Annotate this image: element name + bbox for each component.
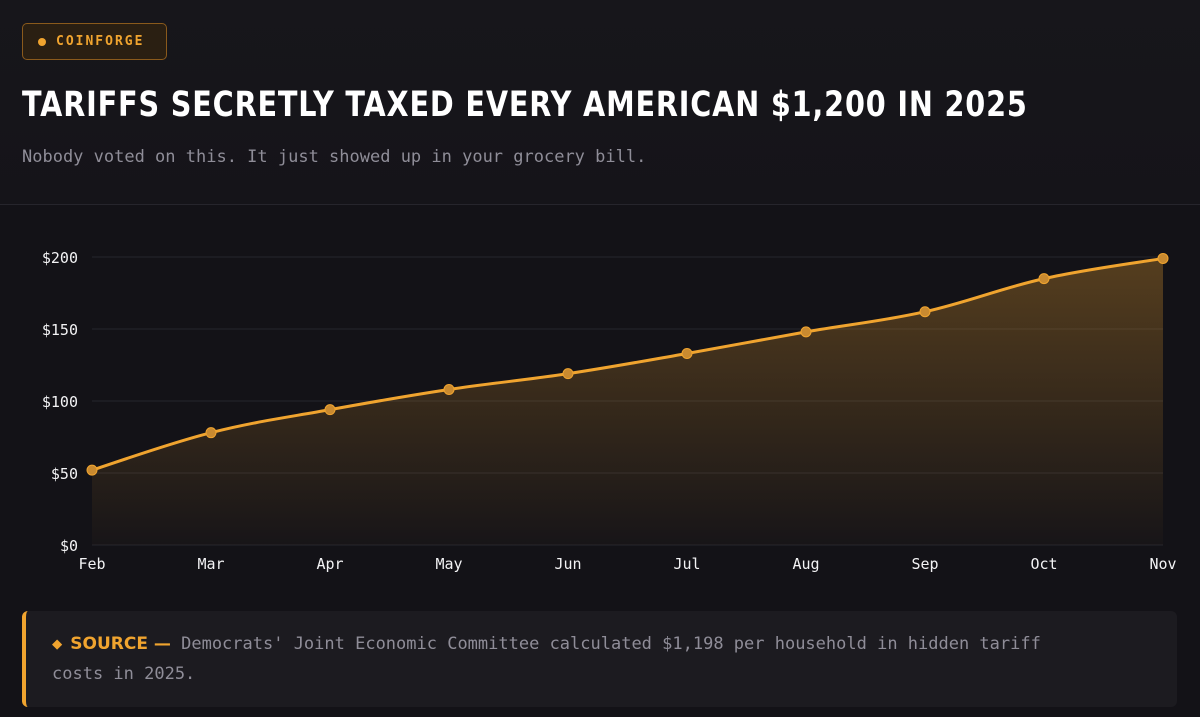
- source-note: ◆ SOURCE — Democrats' Joint Economic Comm…: [22, 611, 1177, 707]
- data-point: [324, 404, 336, 416]
- x-tick-label: Apr: [316, 555, 343, 573]
- x-tick-label: Oct: [1030, 555, 1057, 573]
- x-tick-label: Aug: [792, 555, 819, 573]
- data-point: [1157, 252, 1169, 264]
- source-label: SOURCE —: [70, 634, 171, 654]
- y-tick-label: $0: [60, 537, 78, 555]
- series-line: [90, 256, 1165, 472]
- data-point: [205, 427, 217, 439]
- y-tick-label: $200: [42, 249, 78, 267]
- series-area: [92, 258, 1163, 545]
- line-chart: $0 $50 $100 $150 $200 Feb Mar Apr May Jun Jul Aug S…: [42, 249, 1177, 573]
- page-title: TARIFFS SECRETLY TAXED EVERY AMERICAN $1…: [22, 85, 1028, 125]
- y-tick-label: $50: [51, 465, 78, 483]
- chart-area: $0 $50 $100 $150 $200 Feb Mar Apr May Jun Jul Aug S…: [0, 206, 1200, 601]
- brand-badge: COINFORGE: [22, 23, 167, 60]
- data-point: [443, 383, 455, 395]
- x-tick-label: Jul: [673, 555, 700, 573]
- x-tick-label: Jun: [554, 555, 581, 573]
- page-subtitle: Nobody voted on this. It just showed up …: [22, 147, 647, 167]
- data-point: [1038, 273, 1050, 285]
- x-tick-label: May: [435, 555, 462, 573]
- brand-name: COINFORGE: [56, 34, 145, 49]
- source-line-2: costs in 2025.: [52, 664, 196, 684]
- x-tick-label: Sep: [911, 555, 938, 573]
- x-tick-label: Feb: [78, 555, 105, 573]
- header: COINFORGE TARIFFS SECRETLY TAXED EVERY A…: [0, 0, 1200, 205]
- data-point: [86, 464, 98, 476]
- brand-dot-icon: [38, 37, 46, 46]
- x-tick-label: Mar: [197, 555, 224, 573]
- data-point: [562, 368, 574, 380]
- x-tick-label: Nov: [1149, 555, 1176, 573]
- y-tick-label: $150: [42, 321, 78, 339]
- data-point: [800, 326, 812, 338]
- data-point: [919, 306, 931, 318]
- y-tick-label: $100: [42, 393, 78, 411]
- source-text: Democrats' Joint Economic Committee calc…: [181, 634, 1041, 654]
- source-line-1: ◆ SOURCE — Democrats' Joint Economic Comm…: [52, 629, 1153, 659]
- data-point: [681, 347, 693, 359]
- diamond-icon: ◆: [52, 634, 63, 654]
